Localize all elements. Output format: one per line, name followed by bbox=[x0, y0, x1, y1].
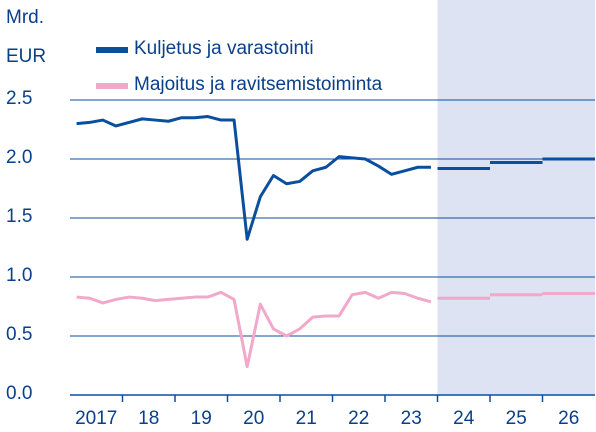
y-axis-label: EUR bbox=[6, 46, 46, 67]
x-tick-label: 24 bbox=[453, 408, 475, 429]
x-tick-label: 20 bbox=[243, 408, 264, 429]
y-tick-label: 2.5 bbox=[6, 88, 32, 109]
y-axis-label: Mrd. bbox=[6, 7, 44, 28]
legend-swatch bbox=[96, 83, 128, 89]
y-tick-label: 0.0 bbox=[6, 383, 32, 404]
x-tick-label: 26 bbox=[558, 408, 579, 429]
series-line bbox=[76, 290, 432, 369]
legend-label: Majoitus ja ravitsemistoiminta bbox=[134, 74, 383, 95]
x-tick-label: 25 bbox=[506, 408, 527, 429]
y-tick-label: 2.0 bbox=[6, 147, 32, 168]
legend-label: Kuljetus ja varastointi bbox=[134, 38, 314, 59]
x-tick-label: 22 bbox=[348, 408, 369, 429]
legend-swatch bbox=[96, 47, 128, 53]
x-tick-label: 18 bbox=[138, 408, 159, 429]
x-tick-label: 2017 bbox=[75, 408, 117, 429]
forecast-shade bbox=[437, 0, 595, 395]
x-tick-label: 19 bbox=[191, 408, 212, 429]
series-line bbox=[76, 115, 431, 241]
x-tick-label: 21 bbox=[296, 408, 317, 429]
y-tick-label: 1.5 bbox=[6, 206, 32, 227]
y-tick-label: 1.0 bbox=[6, 265, 32, 286]
x-tick-label: 23 bbox=[401, 408, 422, 429]
y-tick-label: 0.5 bbox=[6, 324, 32, 345]
